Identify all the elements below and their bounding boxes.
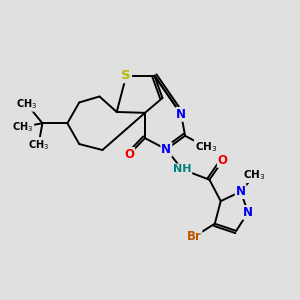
Text: N: N — [176, 108, 186, 121]
Text: CH$_3$: CH$_3$ — [28, 138, 49, 152]
Text: N: N — [243, 206, 253, 219]
Text: CH$_3$: CH$_3$ — [12, 120, 33, 134]
Text: N: N — [236, 185, 246, 198]
Text: N: N — [161, 143, 171, 156]
Text: Br: Br — [187, 230, 201, 243]
Text: S: S — [122, 69, 131, 82]
Text: CH$_3$: CH$_3$ — [16, 97, 37, 111]
Text: O: O — [124, 148, 134, 161]
Text: O: O — [218, 154, 228, 167]
Text: NH: NH — [173, 164, 191, 174]
Text: CH$_3$: CH$_3$ — [243, 168, 266, 182]
Text: CH$_3$: CH$_3$ — [195, 140, 217, 154]
